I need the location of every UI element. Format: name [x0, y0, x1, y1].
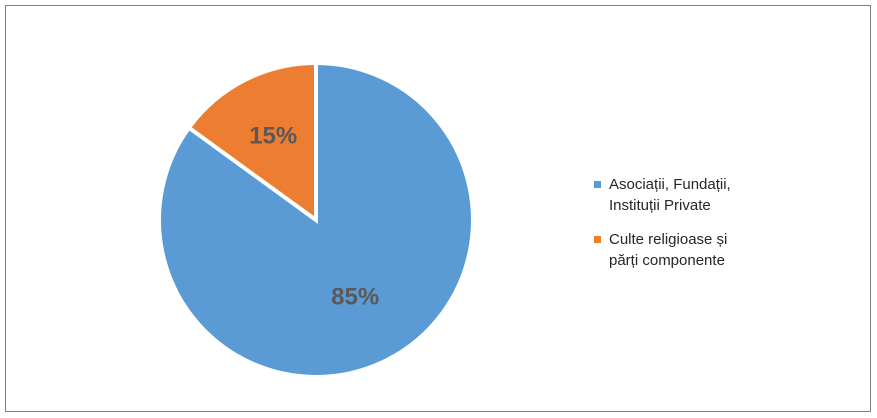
legend-swatch-asociatii — [594, 181, 601, 188]
legend-label-asociatii-line1: Asociații, Fundații, — [609, 176, 731, 193]
pie-data-label-0: 85% — [331, 283, 379, 310]
chart-area: 85% 15% Asociații, Fundații, Instituții P… — [5, 5, 871, 412]
pie-slices — [157, 60, 475, 379]
legend-label-culte-line2: părți componente — [609, 252, 725, 269]
legend-swatch-culte — [594, 236, 601, 243]
pie-data-labels: 85% 15% — [249, 123, 379, 311]
legend-label-culte-line1: Culte religioase și — [609, 231, 728, 248]
pie-data-label-1: 15% — [249, 123, 297, 150]
legend-item-asociatii: Asociații, Fundații, Instituții Private — [591, 174, 791, 216]
pie-chart: 85% 15% — [157, 60, 475, 379]
legend: Asociații, Fundații, Instituții Private … — [591, 174, 791, 284]
legend-label-asociatii-line2: Instituții Private — [609, 197, 711, 214]
pie-slice-1 — [186, 60, 318, 224]
legend-item-culte: Culte religioase și părți componente — [591, 229, 791, 271]
